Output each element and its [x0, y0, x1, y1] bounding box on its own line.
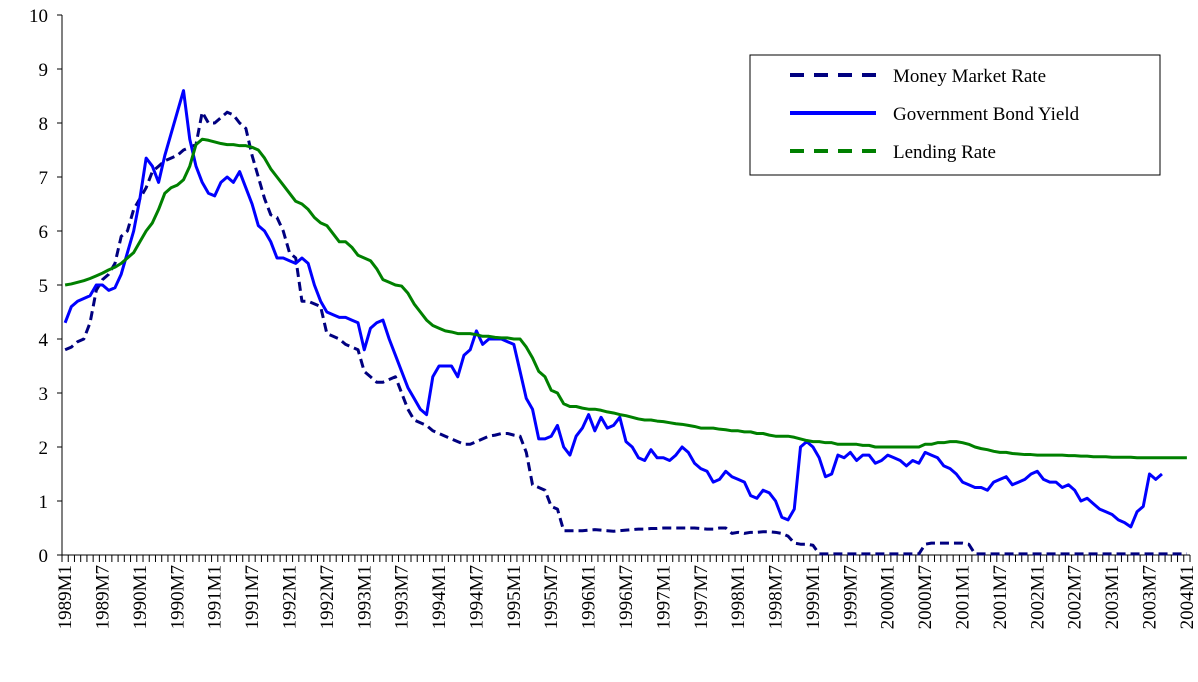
x-tick-label: 1998M1: [728, 565, 749, 629]
x-tick-label: 1990M7: [167, 565, 188, 629]
x-tick-label: 2000M7: [915, 565, 936, 629]
y-tick-label: 7: [39, 168, 49, 189]
x-tick-label: 2002M7: [1065, 565, 1086, 629]
x-tick-label: 2003M1: [1102, 565, 1123, 629]
x-tick-label: 1992M1: [279, 565, 300, 629]
x-tick-label: 1996M7: [616, 565, 637, 629]
y-tick-label: 5: [39, 276, 49, 297]
x-tick-label: 1989M7: [93, 565, 114, 629]
y-tick-label: 3: [39, 384, 49, 405]
legend-label: Lending Rate: [893, 142, 996, 163]
x-tick-label: 1995M7: [541, 565, 562, 629]
x-tick-label: 1994M1: [429, 565, 450, 629]
x-tick-label: 1990M1: [130, 565, 151, 629]
x-tick-label: 1995M1: [504, 565, 525, 629]
y-tick-label: 8: [39, 114, 49, 135]
x-tick-label: 1991M7: [242, 565, 263, 629]
series-line: [64, 110, 1187, 556]
y-tick-label: 0: [39, 546, 49, 567]
x-tick-label: 1997M1: [653, 565, 674, 629]
x-tick-label: 1991M1: [205, 565, 226, 629]
x-tick-label: 2000M1: [878, 565, 899, 629]
series-line: [64, 137, 1187, 460]
y-tick-label: 10: [29, 6, 48, 27]
x-tick-label: 2003M7: [1139, 565, 1160, 629]
x-tick-label: 1993M1: [354, 565, 375, 629]
x-tick-label: 1999M1: [803, 565, 824, 629]
legend: Money Market Rate Government Bond Yield Le…: [749, 54, 1161, 176]
legend-label: Money Market Rate: [893, 66, 1046, 87]
y-tick-label: 4: [39, 330, 49, 351]
x-tick-label: 2001M7: [990, 565, 1011, 629]
x-tick-label: 1989M1: [55, 565, 76, 629]
x-tick-label: 2002M1: [1027, 565, 1048, 629]
x-tick-label: 1997M7: [691, 565, 712, 629]
x-tick-label: 1998M7: [766, 565, 787, 629]
legend-label: Government Bond Yield: [893, 104, 1080, 125]
y-tick-label: 1: [39, 492, 49, 513]
x-tick-label: 1996M1: [579, 565, 600, 629]
series-line: [63, 89, 1163, 529]
x-tick-label: 1994M7: [466, 565, 487, 629]
x-tick-label: 2001M1: [953, 565, 974, 629]
x-tick-label: 1999M7: [840, 565, 861, 629]
x-tick-label: 1992M7: [317, 565, 338, 629]
y-tick-label: 6: [39, 222, 49, 243]
x-tick-label: 1993M7: [392, 565, 413, 629]
y-tick-label: 2: [39, 438, 49, 459]
y-tick-label: 9: [39, 60, 49, 81]
x-tick-label: 2004M1: [1177, 565, 1198, 629]
